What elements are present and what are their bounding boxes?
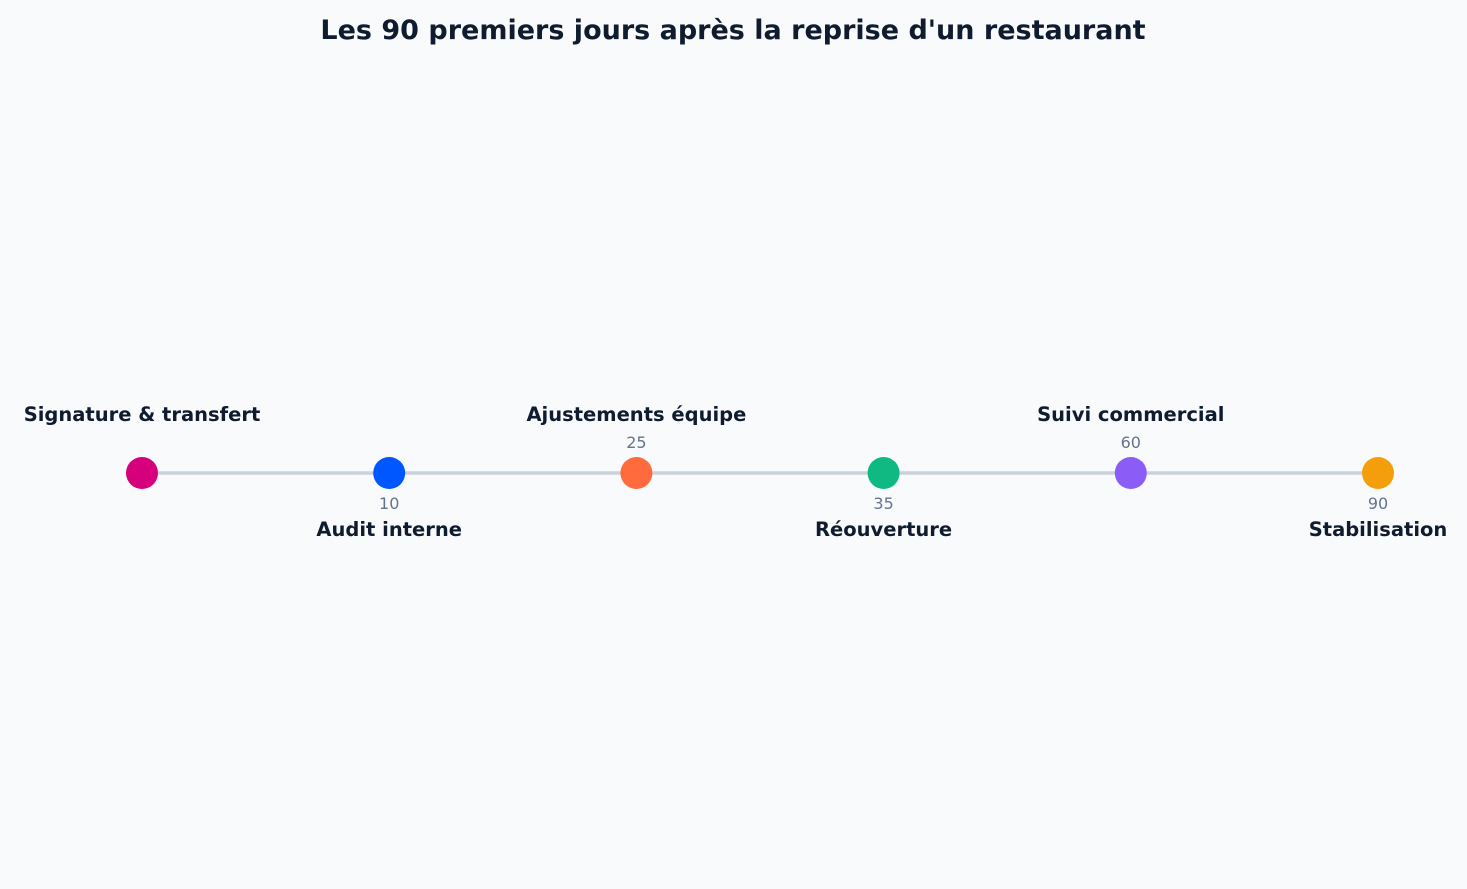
event-marker — [126, 457, 158, 489]
event-marker — [1114, 457, 1147, 489]
event-day-label: 60 — [1121, 433, 1141, 452]
event-marker — [620, 457, 653, 489]
event-label: Audit interne — [316, 518, 462, 541]
event-marker — [1362, 457, 1394, 489]
event-label: Réouverture — [815, 518, 952, 541]
event-label: Ajustements équipe — [526, 403, 746, 426]
event-day-label: 25 — [626, 433, 646, 452]
event-label: Suivi commercial — [1037, 403, 1224, 426]
event-label: Signature & transfert — [24, 403, 261, 426]
event-marker — [867, 457, 900, 489]
timeline-event: Signature & transfert — [24, 403, 261, 489]
event-label: Stabilisation — [1309, 518, 1448, 541]
timeline-event: Stabilisation 90 — [1309, 457, 1448, 541]
timeline-event: Réouverture 35 — [815, 457, 952, 541]
event-marker — [373, 457, 406, 489]
timeline-event: Ajustements équipe 25 — [526, 403, 746, 489]
event-day-label: 90 — [1368, 494, 1388, 513]
timeline-event: Audit interne 10 — [316, 457, 462, 541]
timeline-events: Signature & transfert Audit interne 10 Ajus… — [24, 403, 1448, 541]
page-title: Les 90 premiers jours après la reprise d… — [320, 15, 1145, 46]
event-day-label: 35 — [873, 494, 893, 513]
timeline-event: Suivi commercial 60 — [1037, 403, 1224, 489]
event-day-label: 10 — [379, 494, 399, 513]
